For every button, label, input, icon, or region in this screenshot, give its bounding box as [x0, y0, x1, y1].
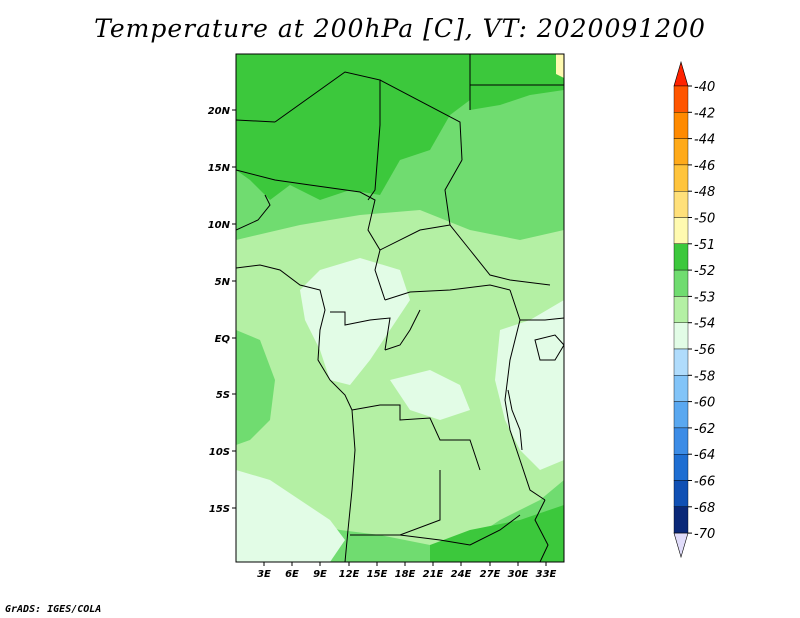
- lon-label-33e: 33E: [536, 569, 557, 580]
- colorbar-swatch: [673, 85, 689, 113]
- colorbar-swatch: [673, 190, 689, 218]
- colorbar-swatch: [673, 243, 689, 271]
- field-region-52-north: [236, 54, 470, 200]
- lat-label-15n: 15N: [208, 163, 231, 174]
- border-sahel-west: [236, 194, 271, 231]
- chart-title: Temperature at 200hPa [C], VT: 202009120…: [94, 14, 706, 43]
- lat-label-5s: 5S: [216, 390, 230, 401]
- border-congo-gabon: [330, 311, 391, 351]
- colorbar-swatch: [673, 454, 689, 481]
- colorbar-swatch: [673, 480, 689, 507]
- border-car-north: [379, 224, 451, 251]
- lat-label-10n: 10N: [208, 220, 231, 231]
- lat-ticks: [232, 109, 236, 509]
- field-region-54-center: [300, 258, 410, 385]
- colorbar-swatch: [673, 375, 689, 402]
- country-borders: [236, 54, 564, 562]
- colorbar: -40 -42 -44 -46 -48 -50 -51 -52 -53 -54 -56 -58 -60 -…: [673, 60, 715, 559]
- lon-label-9e: 9E: [313, 569, 327, 580]
- temperature-field: [236, 54, 564, 562]
- lon-label-15e: 15E: [367, 569, 388, 580]
- field-region-53-west: [236, 330, 275, 445]
- lat-label-15s: 15S: [209, 504, 230, 515]
- border-zambia-south: [399, 514, 521, 546]
- lon-label-30e: 30E: [508, 569, 529, 580]
- border-angola-zambia: [350, 470, 441, 536]
- credit-label: GrADS: IGES/COLA: [5, 604, 102, 615]
- lon-label-21e: 21E: [423, 569, 444, 580]
- colorbar-label: -70: [694, 527, 715, 542]
- border-drc-east: [504, 289, 546, 501]
- lon-label-12e: 12E: [339, 569, 360, 580]
- colorbar-label: -52: [694, 264, 715, 279]
- colorbar-label: -44: [694, 133, 715, 148]
- colorbar-label: -58: [694, 369, 715, 384]
- border-chad-sudan: [444, 159, 551, 286]
- colorbar-swatch: [673, 296, 689, 323]
- lon-label-27e: 27E: [480, 569, 501, 580]
- coastline-west: [236, 264, 356, 562]
- lon-label-6e: 6E: [285, 569, 299, 580]
- colorbar-swatch: [673, 348, 689, 376]
- field-region-54-southwest: [236, 470, 345, 562]
- lat-label-eq: EQ: [215, 334, 231, 345]
- border-libya-chad: [274, 71, 381, 125]
- border-car-south: [384, 284, 511, 301]
- colorbar-swatch: [673, 322, 689, 350]
- colorbar-label: -53: [694, 290, 715, 305]
- colorbar-swatch: [673, 427, 689, 455]
- colorbar-label: -50: [694, 212, 715, 227]
- colorbar-label: -68: [694, 501, 715, 516]
- colorbar-arrow-bottom: [673, 532, 689, 559]
- colorbar-swatch: [673, 506, 689, 534]
- lat-label-5n: 5N: [215, 277, 231, 288]
- border-drc-angola: [351, 404, 481, 471]
- colorbar-label: -48: [694, 185, 715, 200]
- lon-label-24e: 24E: [451, 569, 472, 580]
- lake-tanganyika: [507, 389, 523, 451]
- lake-victoria: [534, 334, 564, 361]
- lat-label-10s: 10S: [209, 447, 230, 458]
- colorbar-swatch: [673, 112, 689, 139]
- colorbar-label: -62: [694, 422, 715, 437]
- border-niger-chad: [367, 124, 381, 201]
- border-nigeria-cameroon: [236, 169, 386, 301]
- colorbar-label: -60: [694, 396, 715, 411]
- lon-ticks: [263, 562, 547, 566]
- colorbar-swatch: [673, 138, 689, 166]
- colorbar-label: -56: [694, 343, 715, 358]
- colorbar-swatch: [673, 269, 689, 297]
- colorbar-swatch: [673, 164, 689, 192]
- colorbar-label: -42: [694, 106, 715, 121]
- border-egypt-sudan: [379, 79, 463, 161]
- colorbar-label: -64: [694, 448, 715, 463]
- colorbar-label: -40: [694, 80, 715, 95]
- colorbar-swatch: [673, 217, 689, 244]
- field-region-52-south: [430, 505, 564, 562]
- field-region-warm-corner: [556, 54, 564, 78]
- lon-label-18e: 18E: [395, 569, 416, 580]
- map-frame: [235, 53, 565, 563]
- field-region-52-northeast: [470, 54, 564, 110]
- colorbar-label: -46: [694, 159, 715, 174]
- field-region-54-mid: [390, 370, 470, 420]
- colorbar-label: -54: [694, 317, 715, 332]
- lat-label-20n: 20N: [208, 106, 231, 117]
- colorbar-label: -51: [694, 238, 715, 253]
- border-libya-west: [236, 119, 276, 123]
- border-east-africa: [520, 317, 564, 321]
- colorbar-swatch: [673, 401, 689, 429]
- colorbar-arrow-top: [673, 60, 689, 87]
- lon-label-3e: 3E: [257, 569, 271, 580]
- colorbar-label: -66: [694, 475, 715, 490]
- field-region-54-east: [495, 300, 564, 470]
- border-drc-west: [384, 309, 421, 351]
- border-mozambique: [534, 499, 549, 562]
